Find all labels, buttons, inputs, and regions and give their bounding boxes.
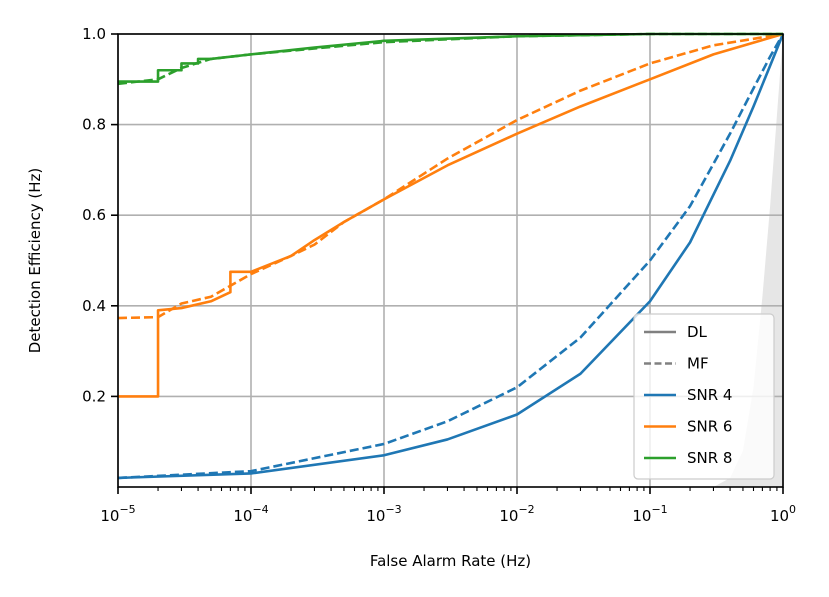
legend-label-snr-8: SNR 8 bbox=[687, 449, 732, 467]
y-axis-ticks: 0.2 0.4 0.6 0.8 1.0 bbox=[82, 25, 118, 405]
series-line-snr-8-mf bbox=[117, 32, 783, 86]
x-tick-label: 10−3 bbox=[366, 503, 401, 525]
series-layer bbox=[117, 32, 785, 480]
x-tick-label-base: 10 bbox=[632, 507, 651, 525]
x-tick-label-base: 10 bbox=[499, 507, 518, 525]
series-line-snr-6-mf bbox=[117, 32, 784, 320]
y-tick-label: 0.2 bbox=[82, 387, 106, 405]
legend-box bbox=[633, 313, 775, 480]
x-tick-label: 10−2 bbox=[499, 503, 534, 525]
legend-label-mf: MF bbox=[687, 355, 709, 373]
x-tick-label-exponent: −1 bbox=[651, 503, 667, 516]
x-tick-label-base: 10 bbox=[233, 507, 252, 525]
legend-label-dl: DL bbox=[687, 323, 708, 341]
series-line-snr-4-dl bbox=[117, 33, 785, 480]
x-tick-label-exponent: −4 bbox=[252, 503, 268, 516]
x-tick-label-exponent: −2 bbox=[518, 503, 534, 516]
legend-label-snr-6: SNR 6 bbox=[687, 418, 732, 436]
x-tick-label: 100 bbox=[770, 503, 796, 525]
x-tick-label-base: 10 bbox=[366, 507, 385, 525]
legend-label-snr-4: SNR 4 bbox=[687, 386, 732, 404]
x-axis-ticks: 10−5 10−4 10−3 10−2 10−1 100 bbox=[100, 487, 796, 525]
x-tick-label-exponent: 0 bbox=[789, 503, 796, 516]
x-tick-label: 10−1 bbox=[632, 503, 667, 525]
x-tick-label-exponent: −3 bbox=[385, 503, 401, 516]
y-tick-label: 0.8 bbox=[82, 116, 106, 134]
y-tick-label: 0.6 bbox=[82, 206, 106, 224]
y-axis-label: Detection Efficiency (Hz) bbox=[26, 168, 44, 354]
plot-frame bbox=[117, 33, 784, 488]
series-line-snr-4-mf bbox=[117, 33, 785, 480]
x-tick-label-base: 10 bbox=[100, 507, 119, 525]
x-tick-label: 10−5 bbox=[100, 503, 135, 525]
x-tick-label-base: 10 bbox=[770, 507, 789, 525]
x-axis-label: False Alarm Rate (Hz) bbox=[370, 552, 531, 570]
series-line-snr-6-dl bbox=[118, 32, 784, 398]
legend: DL MF SNR 4 SNR 6 SNR 8 bbox=[633, 313, 775, 480]
x-tick-label-exponent: −5 bbox=[119, 503, 135, 516]
y-tick-label: 1.0 bbox=[82, 25, 106, 43]
y-tick-label: 0.4 bbox=[82, 297, 106, 315]
x-tick-label: 10−4 bbox=[233, 503, 268, 525]
